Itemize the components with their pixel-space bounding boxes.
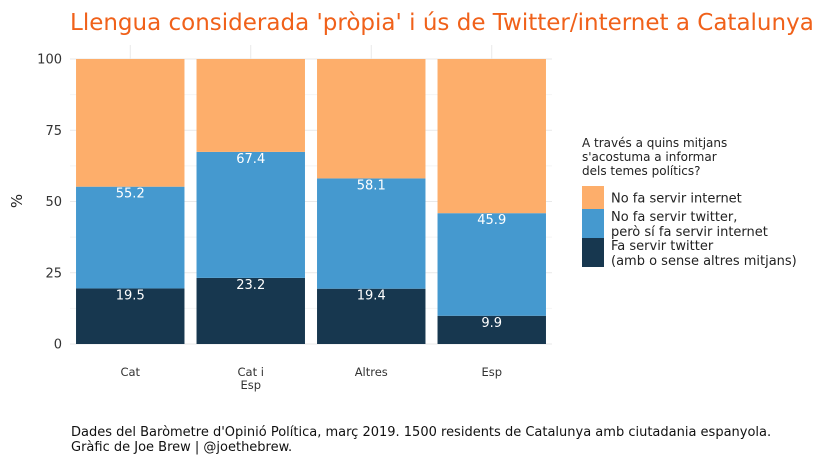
bar-segment-3-category-2 (196, 59, 305, 152)
legend-swatch (582, 186, 604, 209)
bar-data-label: 55.2 (116, 187, 145, 202)
y-tick-label: 0 (54, 338, 62, 353)
bar-segment-3-category-1 (76, 59, 185, 187)
legend-label: No fa servir twitter, però sí fa servir i… (611, 210, 768, 240)
x-tick-label: Cat i Esp (238, 365, 264, 392)
bar-data-label: 9.9 (481, 316, 502, 331)
bar-segment-1-category-1 (76, 288, 185, 344)
bar-labels: 19.5 55.2 23.2 67.4 19.4 58.1 9.9 45.9 (116, 152, 506, 331)
bar-segment-3-category-4 (437, 59, 546, 214)
bar-segment-1-category-2 (196, 277, 305, 344)
legend-title: A través a quins mitjans s'acostuma a inf… (582, 136, 727, 178)
caption-line: Dades del Baròmetre d'Opinió Política, m… (71, 425, 771, 440)
y-tick-label: 50 (45, 195, 62, 210)
bar-segment-2-category-1 (76, 186, 185, 289)
y-tick-label: 100 (37, 53, 62, 68)
legend-label: No fa servir internet (611, 192, 742, 207)
bar-segment-3-category-3 (317, 59, 426, 179)
x-axis-ticks: Cat Cat i Esp Altres Esp (120, 365, 502, 392)
caption: Dades del Baròmetre d'Opinió Política, m… (71, 425, 771, 455)
bar-segment-1-category-3 (317, 288, 426, 344)
bar-data-label: 45.9 (477, 213, 506, 228)
legend-label: Fa servir twitter (amb o sense altres mit… (611, 239, 797, 269)
bars (76, 59, 546, 344)
y-axis-title: % (8, 194, 26, 208)
y-tick-label: 75 (45, 124, 62, 139)
bar-data-label: 19.4 (357, 289, 386, 304)
legend-swatch (582, 209, 604, 238)
bar-data-label: 19.5 (116, 288, 145, 303)
bar-data-label: 58.1 (357, 178, 386, 193)
x-tick-label: Cat (120, 365, 140, 379)
x-tick-label: Altres (355, 365, 388, 379)
y-tick-label: 25 (45, 266, 62, 281)
bar-data-label: 23.2 (236, 278, 265, 293)
bar-segment-1-category-4 (437, 315, 546, 344)
bar-segment-2-category-2 (196, 151, 305, 278)
y-axis-ticks: 0 25 50 75 100 (37, 53, 62, 353)
x-tick-label: Esp (481, 365, 502, 379)
chart-title: Llengua considerada 'pròpia' i ús de Twi… (70, 10, 814, 36)
bar-data-label: 67.4 (236, 152, 265, 167)
legend: A través a quins mitjans s'acostuma a inf… (582, 136, 797, 269)
bar-segment-2-category-3 (317, 178, 426, 289)
bar-segment-2-category-4 (437, 213, 546, 316)
legend-swatch (582, 238, 604, 267)
caption-line: Gràfic de Joe Brew | @joethebrew. (71, 440, 292, 455)
